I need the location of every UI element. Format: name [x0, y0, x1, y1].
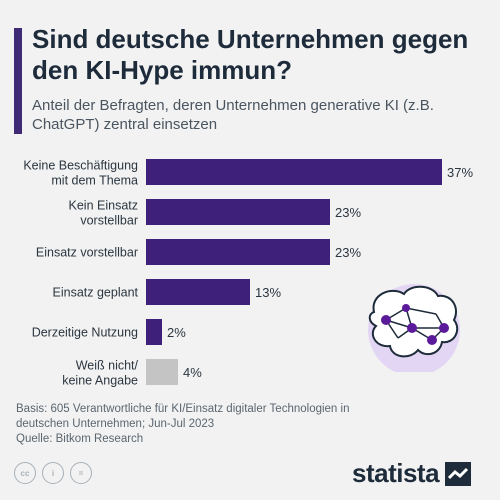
chart-subtitle: Anteil der Befragten, deren Unternehmen … [32, 97, 434, 133]
category-label-3-0: Einsatz geplant [53, 286, 139, 300]
value-label-1: 23% [335, 205, 361, 220]
bar-1 [146, 199, 330, 225]
bar-4 [146, 319, 162, 345]
bar-2 [146, 239, 330, 265]
category-label-0-1: mit dem Thema [51, 174, 138, 188]
chart-title: Sind deutsche Unternehmen gegen den KI-H… [32, 24, 469, 85]
no-derivatives-icon[interactable]: = [70, 462, 92, 484]
value-label-4: 2% [167, 325, 186, 340]
category-label-1-1: vorstellbar [80, 214, 138, 228]
license-icons: cc i = [14, 462, 92, 484]
value-label-2: 23% [335, 245, 361, 260]
value-label-3: 13% [255, 285, 281, 300]
value-label-0: 37% [447, 165, 473, 180]
category-label-2-0: Einsatz vorstellbar [36, 246, 138, 260]
attribution-icon[interactable]: i [42, 462, 64, 484]
basis-note: Basis: 605 Verantwortliche für KI/Einsat… [16, 403, 350, 430]
category-label-0-0: Keine Beschäftigung [23, 159, 138, 173]
logo-text: statista [352, 458, 440, 488]
source-note: Quelle: Bitkom Research [16, 433, 144, 445]
category-label-5-0: Weiß nicht/ [76, 359, 139, 373]
category-label-4-0: Derzeitige Nutzung [32, 326, 138, 340]
bar-5 [146, 359, 178, 385]
brain-network-icon [368, 284, 460, 372]
bar-0 [146, 159, 442, 185]
category-label-1-0: Kein Einsatz [69, 199, 138, 213]
statista-logo[interactable]: statista [352, 458, 472, 489]
category-label-5-1: keine Angabe [62, 374, 138, 388]
value-label-5: 4% [183, 365, 202, 380]
bar-3 [146, 279, 250, 305]
chart-footer: Basis: 605 Verantwortliche für KI/Einsat… [16, 402, 396, 447]
title-accent-bar [14, 28, 22, 134]
statista-logo-icon [445, 461, 472, 486]
creative-commons-icon[interactable]: cc [14, 462, 36, 484]
